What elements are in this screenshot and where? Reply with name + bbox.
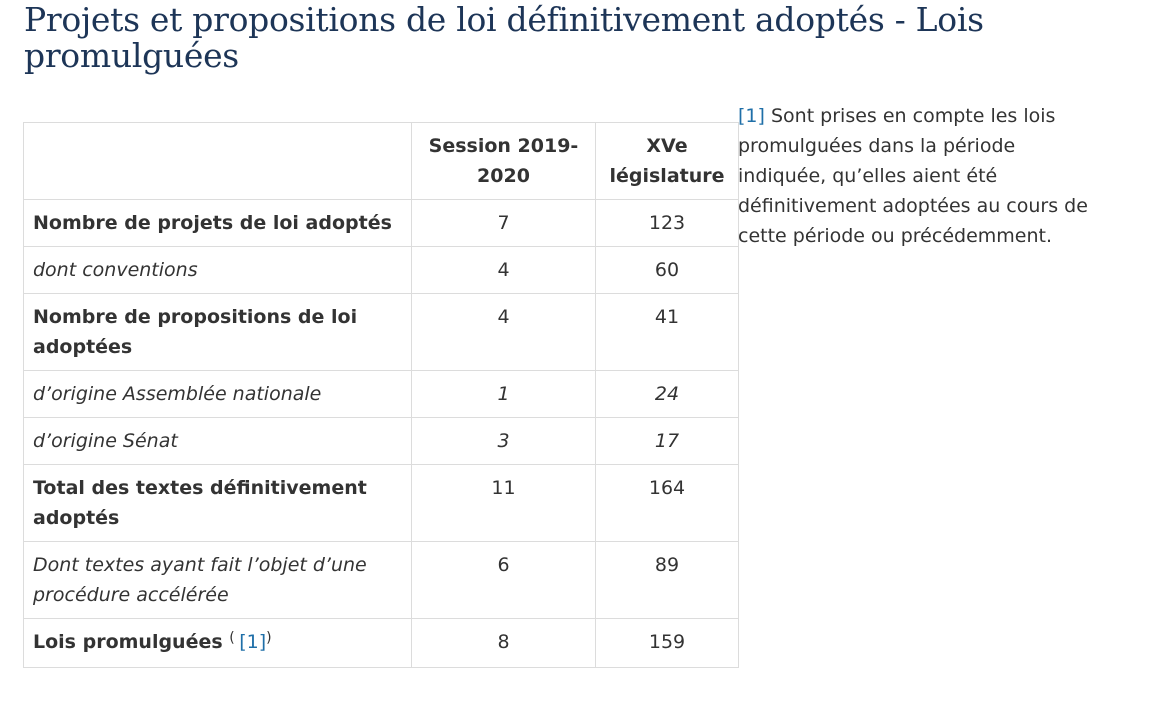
- row-session-value: 7: [411, 199, 596, 247]
- laws-table: Session 2019-2020 XVe législature Nombre…: [23, 122, 739, 668]
- row-label-text: Lois promulguées: [33, 631, 223, 653]
- header-label-cell: [23, 122, 412, 200]
- row-legislature-value: 89: [595, 541, 739, 619]
- footnote-backlink[interactable]: [1]: [738, 105, 765, 127]
- row-legislature-value: 123: [595, 199, 739, 247]
- table-row: dont conventions 4 60: [23, 246, 739, 294]
- row-session-value: 6: [411, 541, 596, 619]
- row-legislature-value: 164: [595, 464, 739, 542]
- footnote-ref-link[interactable]: [1]: [239, 631, 267, 653]
- table-row: Dont textes ayant fait l’objet d’une pro…: [23, 541, 739, 619]
- table-row: d’origine Sénat 3 17: [23, 417, 739, 465]
- row-session-value: 3: [411, 417, 596, 465]
- table-row: d’origine Assemblée nationale 1 24: [23, 370, 739, 418]
- footnote: [1] Sont prises en compte les lois promu…: [738, 101, 1108, 251]
- row-label: Nombre de propositions de loi adoptées: [23, 293, 412, 371]
- row-label: d’origine Sénat: [23, 417, 412, 465]
- ref-open-paren: (: [229, 630, 235, 646]
- row-session-value: 4: [411, 246, 596, 294]
- table-header-row: Session 2019-2020 XVe législature: [23, 122, 739, 200]
- row-label-with-ref: Lois promulguées ( [1]): [23, 618, 412, 668]
- row-label: d’origine Assemblée nationale: [23, 370, 412, 418]
- row-session-value: 1: [411, 370, 596, 418]
- row-label: Dont textes ayant fait l’objet d’une pro…: [23, 541, 412, 619]
- row-legislature-value: 24: [595, 370, 739, 418]
- row-session-value: 4: [411, 293, 596, 371]
- row-label: Total des textes définitivement adoptés: [23, 464, 412, 542]
- row-session-value: 8: [411, 618, 596, 668]
- row-legislature-value: 60: [595, 246, 739, 294]
- ref-close-paren: ): [266, 630, 272, 646]
- row-legislature-value: 41: [595, 293, 739, 371]
- footnote-text: Sont prises en compte les lois promulgué…: [738, 105, 1088, 247]
- row-label: Nombre de projets de loi adoptés: [23, 199, 412, 247]
- page-title: Projets et propositions de loi définitiv…: [24, 0, 984, 75]
- table-row: Total des textes définitivement adoptés …: [23, 464, 739, 542]
- table-row: Nombre de propositions de loi adoptées 4…: [23, 293, 739, 371]
- table-row: Lois promulguées ( [1]) 8 159: [23, 618, 739, 668]
- footnote-ref-wrapper: ( [1]): [229, 630, 272, 653]
- row-label: dont conventions: [23, 246, 412, 294]
- row-legislature-value: 159: [595, 618, 739, 668]
- row-legislature-value: 17: [595, 417, 739, 465]
- row-session-value: 11: [411, 464, 596, 542]
- header-session-cell: Session 2019-2020: [411, 122, 596, 200]
- header-legislature-cell: XVe législature: [595, 122, 739, 200]
- table-row: Nombre de projets de loi adoptés 7 123: [23, 199, 739, 247]
